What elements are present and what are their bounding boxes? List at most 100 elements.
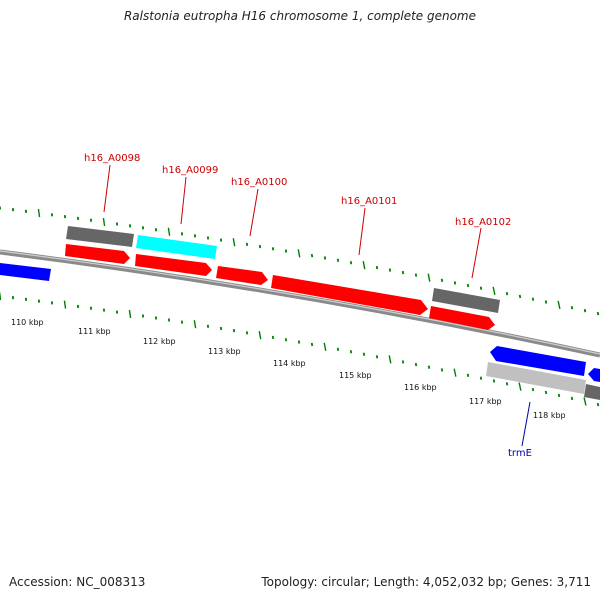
- gene-label-h16_A0101: h16_A0101: [341, 196, 397, 207]
- major-tick: [232, 238, 236, 247]
- scale-label-115: 115 kbp: [339, 371, 372, 380]
- minor-tick: [401, 270, 405, 275]
- minor-tick: [245, 331, 249, 335]
- gene-arrow-right-blue[interactable]: [588, 368, 600, 382]
- minor-tick: [284, 338, 288, 342]
- gene-label-h16_A0100: h16_A0100: [231, 177, 287, 188]
- gene-arrow-h16_A0099[interactable]: [135, 254, 212, 276]
- minor-tick: [505, 382, 509, 386]
- minor-tick: [336, 258, 340, 262]
- major-tick: [37, 208, 41, 218]
- minor-tick: [388, 268, 392, 272]
- minor-tick: [349, 261, 353, 265]
- minor-tick: [596, 311, 600, 316]
- minor-tick: [349, 350, 353, 354]
- scale-label-116: 116 kbp: [404, 383, 437, 392]
- minor-tick: [232, 329, 236, 333]
- major-tick: [518, 382, 522, 391]
- minor-tick: [518, 294, 522, 299]
- gene-label-h16_A0102: h16_A0102: [455, 217, 511, 228]
- minor-tick: [583, 308, 587, 313]
- major-tick: [388, 355, 392, 364]
- inner-tick-ring: [0, 291, 600, 407]
- minor-tick: [596, 402, 600, 407]
- major-tick: [258, 331, 262, 340]
- minor-tick: [557, 393, 561, 398]
- leader-h16_A0101: [358, 207, 366, 256]
- leader-h16_A0099: [180, 176, 187, 225]
- minor-tick: [310, 253, 314, 258]
- minor-tick: [375, 355, 379, 359]
- gene-arrow-h16_A0098[interactable]: [65, 244, 130, 264]
- gene-arrow-left-blue[interactable]: [0, 263, 51, 281]
- minor-tick: [453, 281, 457, 285]
- minor-tick: [310, 342, 314, 347]
- feature-box-dark-3[interactable]: [584, 384, 600, 400]
- major-tick: [102, 217, 106, 227]
- minor-tick: [297, 340, 301, 344]
- major-tick: [557, 300, 561, 309]
- gene-label-h16_A0099: h16_A0099: [162, 165, 218, 176]
- minor-tick: [570, 306, 574, 310]
- feature-box-dark-1[interactable]: [66, 226, 134, 247]
- minor-tick: [570, 396, 574, 401]
- minor-tick: [414, 273, 418, 277]
- map-title: Ralstonia eutropha H16 chromosome 1, com…: [123, 9, 477, 23]
- outer-tick-ring: [0, 206, 600, 316]
- leader-h16_A0100: [249, 188, 259, 237]
- leader-h16_A0098: [103, 164, 111, 213]
- major-tick: [297, 249, 301, 258]
- minor-tick: [362, 352, 366, 356]
- gene-label-trmE: trmE: [508, 448, 532, 459]
- gene-arrow-h16_A0101[interactable]: [271, 275, 428, 315]
- minor-tick: [336, 347, 340, 351]
- minor-tick: [271, 335, 275, 340]
- backbone-track: [0, 249, 600, 358]
- accession-text: Accession: NC_008313: [9, 575, 146, 589]
- minor-tick: [414, 362, 418, 367]
- minor-tick: [401, 360, 405, 364]
- gene-arrow-h16_A0100[interactable]: [216, 266, 268, 285]
- major-tick: [492, 286, 496, 296]
- gene-arrow-trmE[interactable]: [490, 346, 586, 376]
- minor-tick: [440, 278, 444, 282]
- minor-tick: [531, 387, 535, 392]
- feature-box-dark-2[interactable]: [432, 288, 500, 313]
- major-tick: [128, 309, 132, 319]
- major-tick: [193, 320, 197, 329]
- topology-text: Topology: circular; Length: 4,052,032 bp…: [261, 575, 591, 589]
- minor-tick: [258, 244, 262, 249]
- feature-box-highlight[interactable]: [136, 235, 217, 259]
- minor-tick: [479, 286, 483, 290]
- minor-tick: [544, 390, 548, 395]
- major-tick: [453, 368, 457, 377]
- minor-tick: [375, 265, 379, 270]
- major-tick: [583, 397, 587, 406]
- scale-label-114: 114 kbp: [273, 359, 306, 368]
- feature-box-light[interactable]: [486, 362, 586, 394]
- minor-tick: [505, 291, 509, 296]
- leader-trmE: [521, 401, 531, 447]
- gene-label-h16_A0098: h16_A0098: [84, 153, 140, 164]
- scale-label-117: 117 kbp: [469, 397, 502, 406]
- backbone-highlight: [0, 250, 600, 355]
- scale-label-111: 111 kbp: [78, 327, 111, 336]
- minor-tick: [323, 256, 327, 260]
- gene-arrow-h16_A0102[interactable]: [429, 306, 495, 330]
- major-tick: [362, 261, 366, 270]
- minor-tick: [492, 379, 496, 383]
- leader-h16_A0102: [471, 227, 482, 279]
- minor-tick: [427, 365, 431, 369]
- major-tick: [0, 291, 2, 301]
- major-tick: [63, 300, 67, 309]
- major-tick: [323, 342, 327, 351]
- minor-tick: [271, 247, 275, 251]
- major-tick: [427, 273, 431, 282]
- minor-tick: [544, 300, 548, 304]
- minor-tick: [466, 373, 470, 378]
- minor-tick: [531, 297, 535, 301]
- minor-tick: [245, 242, 249, 247]
- minor-tick: [219, 326, 223, 331]
- major-tick: [167, 227, 171, 236]
